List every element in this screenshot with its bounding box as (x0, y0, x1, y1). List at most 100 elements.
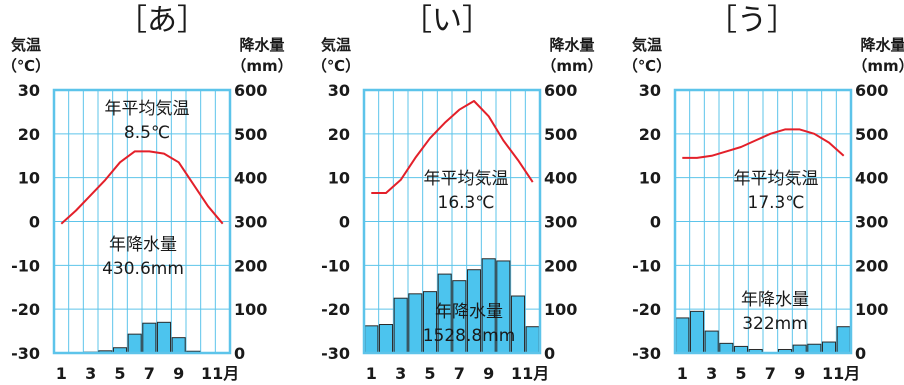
plot-grid (675, 90, 851, 353)
temp-tick-label: 30 (18, 81, 40, 100)
temp-tick-label: -20 (11, 300, 40, 319)
precip-annotation-label: 年降水量 (435, 302, 503, 322)
precip-tick-label: 300 (544, 213, 577, 232)
temp-tick-label: 30 (639, 81, 661, 100)
precip-tick-label: 200 (544, 256, 577, 275)
temp-tick-label: 20 (639, 125, 661, 144)
temp-annotation-value: 17.3℃ (748, 193, 805, 213)
temperature-line (60, 150, 224, 225)
plot-frame (52, 88, 232, 355)
precip-tick-label: 300 (234, 213, 267, 232)
x-tick-label: 3 (395, 364, 406, 383)
precip-tick-label: 500 (234, 125, 267, 144)
temp-tick-label: -20 (321, 300, 350, 319)
precipitation-bar (127, 333, 142, 354)
temperature-line (371, 100, 534, 194)
precipitation-bar (156, 321, 172, 354)
precip-tick-label: 300 (855, 213, 888, 232)
x-tick-label: 5 (424, 364, 435, 383)
climograph-2: ［い］気温（℃）降水量（mm）3020100-10-20-30600500400… (312, 3, 603, 383)
precipitation-bars (675, 310, 851, 354)
precip-tick-label: 0 (234, 344, 245, 363)
precip-annotation-value: 322mm (742, 314, 808, 334)
temp-tick-label: 0 (29, 213, 40, 232)
temp-annotation-value: 16.3℃ (438, 193, 495, 213)
precip-annotation-value: 430.6mm (102, 259, 184, 279)
precipitation-bar (689, 310, 705, 354)
temp-tick-label: -10 (11, 256, 40, 275)
chart-title: ［あ］ (117, 3, 207, 38)
x-tick-label: 1 (677, 364, 688, 383)
plot-grid (364, 90, 540, 353)
temperature-line (682, 128, 845, 159)
plot-frame (673, 88, 853, 355)
temp-tick-label: -30 (321, 344, 350, 363)
temp-annotation-label: 年平均気温 (105, 99, 190, 119)
precipitation-bar (378, 324, 394, 354)
precip-tick-label: 400 (234, 169, 267, 188)
temp-tick-label: 20 (18, 125, 40, 144)
temp-tick-label: 30 (328, 81, 350, 100)
precipitation-bar (525, 326, 540, 354)
precip-tick-label: 600 (234, 81, 267, 100)
temp-tick-label: -10 (632, 256, 661, 275)
temp-tick-label: 0 (339, 213, 350, 232)
temp-tick-label: 0 (650, 213, 661, 232)
precip-tick-label: 200 (234, 256, 267, 275)
precipitation-bars (83, 321, 201, 354)
precip-tick-label: 400 (855, 169, 888, 188)
precip-tick-label: 100 (234, 300, 267, 319)
right-axis-label: 降水量 (549, 36, 594, 54)
precipitation-bar (171, 337, 186, 354)
precipitation-bar (675, 317, 690, 354)
temperature-points (371, 100, 533, 194)
temp-tick-label: -30 (11, 344, 40, 363)
precip-annotation-label: 年降水量 (109, 235, 177, 255)
left-axis-unit: （℃） (312, 57, 360, 75)
x-tick-label: 3 (706, 364, 717, 383)
left-axis-label: 気温 (321, 36, 351, 54)
temp-tick-label: 10 (18, 169, 40, 188)
chart-title: ［い］ (402, 3, 492, 38)
x-tick-label: 1 (56, 364, 67, 383)
temperature-points (682, 129, 844, 159)
right-axis-unit: （mm） (541, 57, 602, 75)
temperature-points (61, 151, 223, 224)
precip-tick-label: 500 (544, 125, 577, 144)
left-axis-unit: （℃） (623, 57, 671, 75)
precip-annotation-label: 年降水量 (741, 290, 809, 310)
precipitation-bar (142, 322, 157, 354)
temp-annotation-label: 年平均気温 (734, 169, 819, 189)
precipitation-bar (393, 297, 408, 354)
chart-title: ［う］ (707, 3, 797, 38)
precip-tick-label: 0 (855, 344, 866, 363)
precip-tick-label: 500 (855, 125, 888, 144)
temp-tick-label: -30 (632, 344, 661, 363)
precipitation-bar (364, 325, 379, 354)
x-tick-label: 1 (366, 364, 377, 383)
precip-tick-label: 100 (544, 300, 577, 319)
right-axis-unit: （mm） (231, 57, 292, 75)
precipitation-bar (836, 326, 851, 354)
x-tick-label: 11月 (511, 364, 549, 383)
climograph-3: ［う］気温（℃）降水量（mm）3020100-10-20-30600500400… (623, 3, 904, 383)
plot-frame (362, 88, 542, 355)
temp-tick-label: -10 (321, 256, 350, 275)
climograph-1: ［あ］気温（℃）降水量（mm）3020100-10-20-30600500400… (2, 3, 293, 383)
right-axis-label: 降水量 (239, 36, 284, 54)
left-axis-label: 気温 (632, 36, 662, 54)
precipitation-bar (821, 341, 837, 354)
precipitation-bars (364, 258, 540, 354)
precip-tick-label: 200 (855, 256, 888, 275)
temp-annotation-label: 年平均気温 (424, 169, 509, 189)
plot-grid (54, 90, 230, 353)
precipitation-bar (704, 330, 719, 354)
right-axis-label: 降水量 (860, 36, 904, 54)
precip-tick-label: 100 (855, 300, 888, 319)
x-tick-label: 5 (735, 364, 746, 383)
left-axis-unit: （℃） (2, 57, 50, 75)
x-tick-label: 9 (794, 364, 805, 383)
temp-annotation-value: 8.5℃ (124, 123, 170, 143)
right-axis-unit: （mm） (852, 57, 904, 75)
temp-tick-label: 20 (328, 125, 350, 144)
